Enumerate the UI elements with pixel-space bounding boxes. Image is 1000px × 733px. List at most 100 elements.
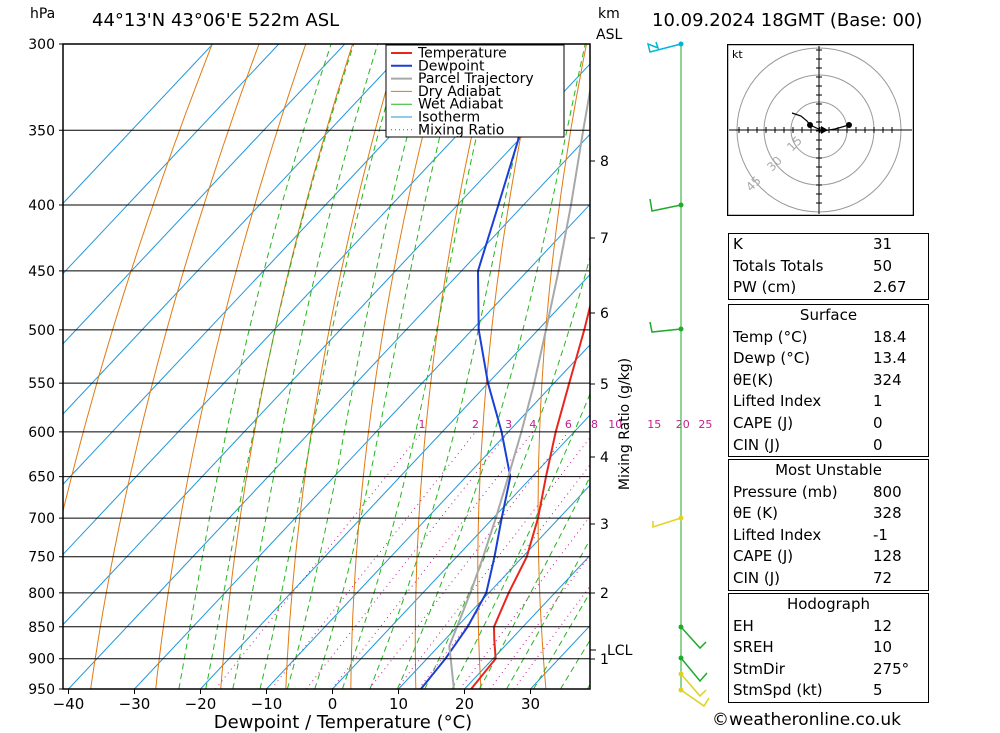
surface-title: Surface bbox=[799, 306, 858, 324]
mu-theta-value: 328 bbox=[873, 504, 902, 523]
storm-motion-marker bbox=[821, 126, 828, 134]
isotherm-line bbox=[63, 44, 544, 556]
dry-adiabat-line bbox=[537, 44, 587, 689]
isotherm-line bbox=[63, 44, 412, 415]
x-axis-title: Dewpoint / Temperature (°C) bbox=[214, 712, 472, 733]
km-tick-label: 4 bbox=[600, 450, 609, 466]
mixing-ratio-label: 3 bbox=[505, 418, 512, 431]
wind-barb-dot bbox=[678, 624, 684, 630]
dewpoint-profile bbox=[420, 44, 551, 689]
dry-adiabat-line bbox=[350, 44, 447, 689]
dry-adiabat-line bbox=[90, 44, 260, 689]
temp-tick-label: −10 bbox=[251, 695, 283, 713]
pressure-tick-label: 550 bbox=[28, 376, 55, 392]
wind-barb bbox=[680, 673, 707, 698]
mixing-ratio-label: 15 bbox=[647, 418, 661, 431]
pressure-tick-label: 950 bbox=[28, 682, 55, 698]
stmdir-value: 275° bbox=[873, 659, 910, 678]
dry-adiabat-line bbox=[414, 44, 494, 689]
hodograph-point bbox=[846, 122, 852, 128]
stmdir-label: StmDir bbox=[733, 659, 785, 678]
pressure-tick-label: 600 bbox=[28, 425, 55, 441]
pressure-tick-label: 750 bbox=[28, 550, 55, 566]
totals-label: Totals Totals bbox=[733, 256, 824, 275]
wind-barb-dot bbox=[678, 515, 684, 521]
temp-tick-label: 0 bbox=[328, 695, 338, 713]
temp-tick-label: −20 bbox=[185, 695, 217, 713]
km-tick-label: 2 bbox=[600, 586, 609, 602]
plot-frame bbox=[62, 43, 591, 690]
dry-adiabat-line bbox=[653, 44, 680, 689]
wind-barb-dot bbox=[678, 671, 684, 677]
lcl-label: LCL bbox=[607, 643, 633, 659]
surface-cape-value: 0 bbox=[873, 413, 883, 432]
mixing-ratio-line bbox=[271, 431, 476, 689]
surface-li-value: 1 bbox=[873, 392, 883, 411]
wind-barb bbox=[680, 689, 710, 708]
wind-barb bbox=[652, 517, 682, 529]
mu-li-label: Lifted Index bbox=[733, 525, 822, 544]
legend-item: Parcel Trajectory bbox=[418, 71, 534, 87]
wet-adiabat-line bbox=[259, 44, 405, 689]
isotherm-line bbox=[464, 554, 590, 689]
km-tick-label: 1 bbox=[600, 652, 609, 668]
mixing-ratio-label: 25 bbox=[698, 418, 712, 431]
mixing-ratio-label: 8 bbox=[591, 418, 598, 431]
wet-adiabat-line bbox=[341, 44, 499, 689]
surface-temp-label: Temp (°C) bbox=[733, 327, 808, 346]
mu-cin-label: CIN (J) bbox=[733, 568, 781, 587]
dry-adiabat-line bbox=[708, 44, 720, 689]
km-tick-label: 6 bbox=[600, 306, 609, 322]
mixing-ratio-label: 10 bbox=[608, 418, 622, 431]
isotherm-line bbox=[398, 484, 590, 689]
wet-adiabat-line bbox=[178, 44, 332, 689]
copyright: ©weatheronline.co.uk bbox=[712, 710, 902, 730]
mixing-ratio-label: 20 bbox=[676, 418, 690, 431]
km-tick-label: 7 bbox=[600, 231, 609, 247]
temp-tick-label: 20 bbox=[455, 695, 474, 713]
mixing-ratio-label: 6 bbox=[565, 418, 572, 431]
isotherm-line bbox=[597, 44, 721, 689]
km-tick-label: 5 bbox=[600, 377, 609, 393]
isotherm-line bbox=[200, 273, 590, 689]
pressure-tick-label: 450 bbox=[28, 264, 55, 280]
plot-area bbox=[63, 44, 721, 689]
pressure-tick-label: 400 bbox=[28, 198, 55, 214]
surface-panel: Surface Temp (°C) 18.4 Dewp (°C) 13.4 θE(K… bbox=[728, 304, 929, 458]
mixing-ratio-line bbox=[215, 431, 423, 689]
wind-barb bbox=[680, 657, 708, 683]
pressure-tick-label: 850 bbox=[28, 620, 55, 636]
mu-theta-label: θE (K) bbox=[733, 504, 778, 523]
legend-item: Mixing Ratio bbox=[418, 122, 504, 138]
eh-label: EH bbox=[733, 616, 754, 635]
pressure-unit-label: hPa bbox=[30, 6, 56, 22]
temp-tick-label: 30 bbox=[521, 695, 540, 713]
legend-item: Wet Adiabat bbox=[418, 97, 504, 113]
wind-barb-dot bbox=[678, 41, 684, 47]
mu-pressure-label: Pressure (mb) bbox=[733, 482, 838, 501]
temp-tick-label: −40 bbox=[53, 695, 85, 713]
surface-cin-value: 0 bbox=[873, 435, 883, 454]
surface-li-label: Lifted Index bbox=[733, 392, 822, 411]
mixing-ratio-label: 4 bbox=[529, 418, 536, 431]
isotherm-line bbox=[63, 44, 280, 275]
wet-adiabat-line bbox=[451, 392, 590, 689]
hodograph-unit: kt bbox=[732, 48, 743, 61]
pw-label: PW (cm) bbox=[733, 278, 797, 297]
wet-adiabat-line bbox=[369, 44, 540, 689]
height-unit-label: km bbox=[598, 6, 620, 22]
mu-cape-value: 128 bbox=[873, 547, 902, 566]
isotherm-line bbox=[63, 63, 590, 626]
indices-panel: K 31 Totals Totals 50 PW (cm) 2.67 bbox=[728, 233, 929, 300]
isotherm-line bbox=[332, 414, 590, 689]
wind-barb bbox=[649, 198, 682, 212]
mu-cape-label: CAPE (J) bbox=[733, 547, 794, 566]
isotherm-line bbox=[68, 133, 590, 689]
pressure-tick-label: 800 bbox=[28, 586, 55, 602]
k-index-label: K bbox=[733, 235, 743, 253]
eh-value: 12 bbox=[873, 616, 893, 635]
wind-barb bbox=[680, 626, 707, 650]
mixing-ratio-axis-title: Mixing Ratio (g/kg) bbox=[617, 358, 633, 490]
wet-adiabat-line bbox=[396, 44, 586, 689]
mu-title: Most Unstable bbox=[775, 461, 882, 479]
